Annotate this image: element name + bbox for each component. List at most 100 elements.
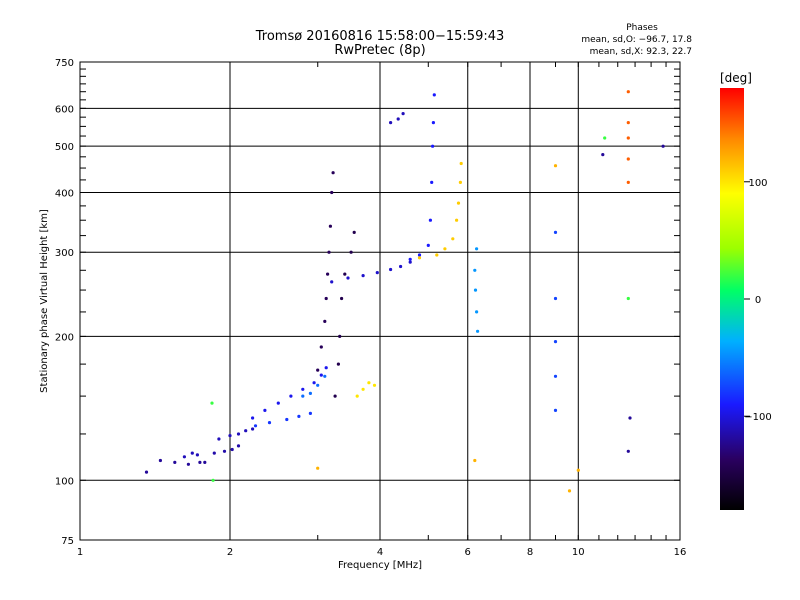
- data-point: [324, 366, 328, 370]
- chart-subtitle: RwPretec (8p): [334, 43, 425, 58]
- data-point: [323, 374, 327, 378]
- data-point: [222, 449, 227, 453]
- colorbar-ticks: 100 0 −100: [744, 178, 772, 423]
- data-point: [626, 121, 630, 125]
- data-point: [553, 296, 558, 301]
- y-tick-label: 300: [55, 248, 74, 259]
- data-point: [326, 272, 330, 276]
- data-point: [399, 264, 403, 269]
- data-point: [190, 451, 194, 455]
- data-point: [451, 237, 455, 241]
- data-point: [276, 401, 280, 405]
- data-point: [343, 272, 347, 276]
- data-point: [417, 256, 422, 260]
- data-point: [389, 267, 393, 272]
- data-point: [553, 230, 558, 234]
- data-point: [267, 421, 272, 425]
- axis-ticks: [79, 61, 681, 541]
- data-point: [330, 280, 334, 284]
- data-point: [431, 144, 435, 148]
- data-point: [319, 345, 323, 349]
- y-tick-label: 75: [61, 536, 74, 547]
- colorbar-tick-label: −100: [744, 412, 771, 423]
- data-point: [408, 257, 412, 261]
- data-point: [316, 383, 320, 387]
- x-tick-label: 8: [527, 547, 533, 558]
- data-point: [338, 334, 342, 338]
- phase-info-o: mean, sd,O: −96.7, 17.8: [581, 35, 692, 45]
- data-point: [401, 112, 405, 116]
- data-point: [475, 310, 479, 314]
- data-point: [328, 224, 332, 228]
- data-point: [626, 449, 630, 453]
- data-point: [289, 394, 293, 398]
- data-point: [173, 460, 177, 464]
- x-tick-label: 10: [572, 547, 585, 558]
- grid-lines: [80, 62, 680, 540]
- colorbar-tick-label: 0: [755, 295, 761, 306]
- data-point: [336, 362, 340, 366]
- data-point: [251, 416, 255, 420]
- data-point: [601, 153, 605, 157]
- data-point: [340, 296, 344, 301]
- data-point: [567, 489, 572, 493]
- data-point: [626, 180, 630, 184]
- y-tick-label: 200: [55, 332, 74, 343]
- data-point: [443, 247, 447, 251]
- data-point: [626, 296, 630, 301]
- data-point: [263, 408, 267, 412]
- data-point: [396, 117, 400, 121]
- data-point: [297, 414, 301, 418]
- data-point: [203, 460, 207, 464]
- data-point: [455, 218, 459, 222]
- data-point: [473, 288, 478, 292]
- data-point: [626, 90, 630, 94]
- y-tick-label: 400: [55, 188, 74, 199]
- data-point: [432, 93, 436, 97]
- phase-info-heading: Phases: [626, 23, 658, 33]
- data-point: [372, 383, 377, 387]
- data-point: [251, 427, 255, 431]
- data-point: [553, 374, 558, 378]
- data-point: [316, 368, 320, 372]
- x-tick-label: 1: [77, 547, 83, 558]
- data-point: [349, 250, 353, 254]
- data-point: [186, 462, 190, 466]
- data-point: [417, 253, 422, 257]
- data-point: [431, 121, 435, 125]
- data-point: [428, 218, 432, 222]
- data-point: [553, 164, 558, 168]
- data-point: [367, 381, 371, 385]
- data-point: [456, 201, 461, 205]
- chart-title: Tromsø 20160816 15:58:00−15:59:43: [255, 29, 505, 44]
- data-point: [553, 408, 558, 412]
- data-point: [361, 387, 365, 391]
- data-point: [312, 381, 316, 385]
- data-point: [308, 411, 312, 415]
- data-point: [430, 180, 434, 184]
- data-point: [327, 250, 331, 254]
- data-point: [458, 180, 462, 184]
- data-point: [389, 121, 393, 125]
- data-point: [198, 460, 202, 464]
- data-point: [626, 136, 630, 140]
- data-point: [346, 276, 350, 280]
- data-point: [475, 247, 479, 251]
- data-point: [473, 458, 477, 463]
- data-point: [375, 271, 379, 275]
- data-point: [182, 455, 186, 459]
- data-point: [236, 432, 241, 436]
- data-point: [195, 453, 199, 457]
- data-point: [244, 429, 248, 433]
- x-tick-label: 6: [465, 547, 471, 558]
- data-point: [426, 243, 430, 247]
- data-point: [144, 470, 149, 474]
- data-point: [576, 468, 580, 472]
- colorbar: [720, 88, 744, 510]
- data-point: [408, 260, 412, 264]
- x-axis-label: Frequency [MHz]: [338, 560, 422, 571]
- y-axis-label: Stationary phase Virtual Height [km]: [39, 209, 50, 393]
- data-point: [158, 458, 162, 463]
- data-point: [331, 171, 335, 175]
